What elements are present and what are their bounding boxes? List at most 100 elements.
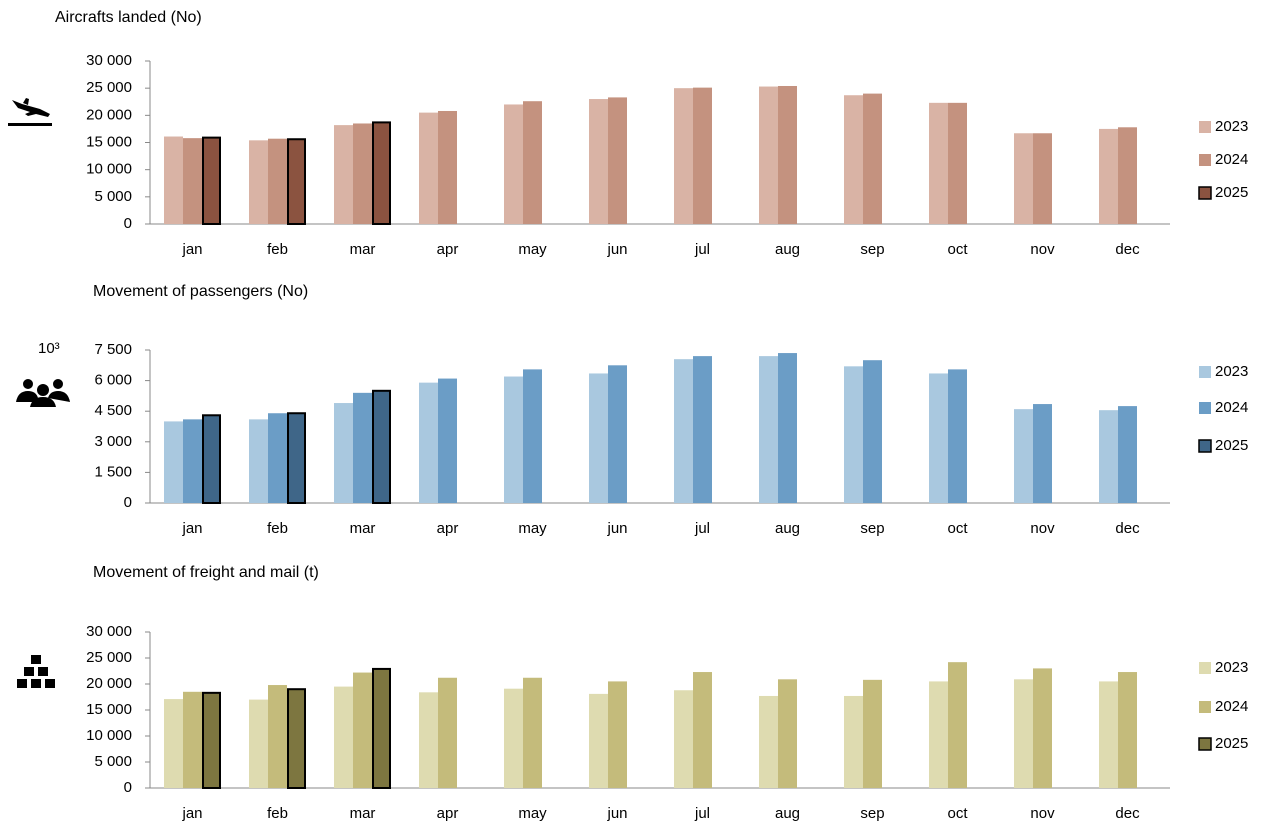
y-tick-label: 1 500 xyxy=(94,463,132,480)
y-tick-label: 6 000 xyxy=(94,372,132,389)
y-tick-label: 0 xyxy=(124,779,132,796)
x-tick-label: dec xyxy=(1115,520,1140,537)
bar xyxy=(1099,681,1118,788)
x-tick-label: may xyxy=(518,520,547,537)
y-tick-label: 30 000 xyxy=(86,623,132,640)
x-tick-label: aug xyxy=(775,805,800,822)
bar xyxy=(372,667,391,789)
bar xyxy=(523,369,542,503)
bar xyxy=(438,378,457,503)
x-tick-label: jul xyxy=(694,241,710,258)
y-tick-label: 3 000 xyxy=(94,433,132,450)
bar xyxy=(334,403,353,503)
x-tick-label: oct xyxy=(947,241,968,258)
legend-swatch xyxy=(1199,662,1211,674)
legend-label: 2023 xyxy=(1215,659,1248,676)
y-tick-label: 10 000 xyxy=(86,161,132,178)
bar xyxy=(929,373,948,503)
bar xyxy=(608,681,627,788)
y-tick-label: 4 500 xyxy=(94,402,132,419)
bar xyxy=(334,125,353,224)
people-icon xyxy=(16,379,70,407)
bar xyxy=(778,353,797,503)
x-tick-label: jul xyxy=(694,520,710,537)
bar xyxy=(1033,668,1052,788)
bar xyxy=(504,688,523,788)
x-tick-label: jan xyxy=(181,805,202,822)
legend-swatch xyxy=(1199,701,1211,713)
bar xyxy=(863,679,882,788)
x-tick-label: jan xyxy=(181,241,202,258)
x-tick-label: sep xyxy=(860,520,884,537)
x-tick-label: apr xyxy=(437,520,459,537)
x-tick-label: sep xyxy=(860,805,884,822)
bar xyxy=(334,686,353,788)
bar xyxy=(372,389,391,504)
legend-label: 2025 xyxy=(1215,184,1248,201)
bar xyxy=(202,414,221,504)
x-tick-label: nov xyxy=(1030,805,1055,822)
bar xyxy=(589,373,608,503)
bar xyxy=(249,140,268,224)
y-tick-label: 30 000 xyxy=(86,52,132,69)
bar xyxy=(287,412,306,504)
bar xyxy=(268,413,287,503)
y-tick-label: 20 000 xyxy=(86,106,132,123)
bar xyxy=(504,376,523,503)
bar xyxy=(287,688,306,790)
legend-label: 2025 xyxy=(1215,735,1248,752)
bar xyxy=(523,101,542,224)
bar xyxy=(929,102,948,224)
x-tick-label: dec xyxy=(1115,805,1140,822)
y-tick-label: 0 xyxy=(124,494,132,511)
y-tick-label: 5 000 xyxy=(94,753,132,770)
y-tick-label: 15 000 xyxy=(86,133,132,150)
x-tick-label: mar xyxy=(350,241,376,258)
bar xyxy=(183,691,202,788)
bar xyxy=(759,86,778,224)
legend-label: 2024 xyxy=(1215,151,1248,168)
bar xyxy=(778,85,797,224)
bar xyxy=(419,382,438,503)
bar xyxy=(948,662,967,788)
boxes-icon xyxy=(17,655,55,688)
x-tick-label: nov xyxy=(1030,241,1055,258)
x-tick-label: jun xyxy=(606,241,627,258)
bar xyxy=(372,121,391,225)
legend-label: 2023 xyxy=(1215,118,1248,135)
bar xyxy=(1014,133,1033,224)
y-tick-label: 25 000 xyxy=(86,79,132,96)
x-tick-label: mar xyxy=(350,520,376,537)
bar xyxy=(844,95,863,224)
bar xyxy=(693,356,712,503)
bar xyxy=(249,699,268,788)
bar xyxy=(674,690,693,788)
bar xyxy=(844,695,863,788)
bar xyxy=(674,88,693,225)
bar xyxy=(844,366,863,503)
bar xyxy=(948,369,967,503)
x-tick-label: feb xyxy=(267,805,288,822)
legend-label: 2025 xyxy=(1215,437,1248,454)
bar xyxy=(353,123,372,224)
legend-swatch xyxy=(1199,154,1211,166)
bar xyxy=(778,679,797,788)
x-tick-label: aug xyxy=(775,241,800,258)
y-tick-label: 15 000 xyxy=(86,701,132,718)
bar xyxy=(1014,679,1033,788)
bar xyxy=(523,677,542,788)
bar xyxy=(1099,410,1118,503)
bar xyxy=(863,93,882,224)
x-tick-label: apr xyxy=(437,805,459,822)
y-tick-label: 10 000 xyxy=(86,727,132,744)
x-tick-label: sep xyxy=(860,241,884,258)
bar xyxy=(608,365,627,503)
bar xyxy=(438,677,457,788)
x-tick-label: jun xyxy=(606,520,627,537)
bar xyxy=(589,99,608,224)
legend-label: 2023 xyxy=(1215,363,1248,380)
x-tick-label: aug xyxy=(775,520,800,537)
x-tick-label: oct xyxy=(947,520,968,537)
legend-swatch xyxy=(1199,366,1211,378)
bar xyxy=(1118,672,1137,788)
